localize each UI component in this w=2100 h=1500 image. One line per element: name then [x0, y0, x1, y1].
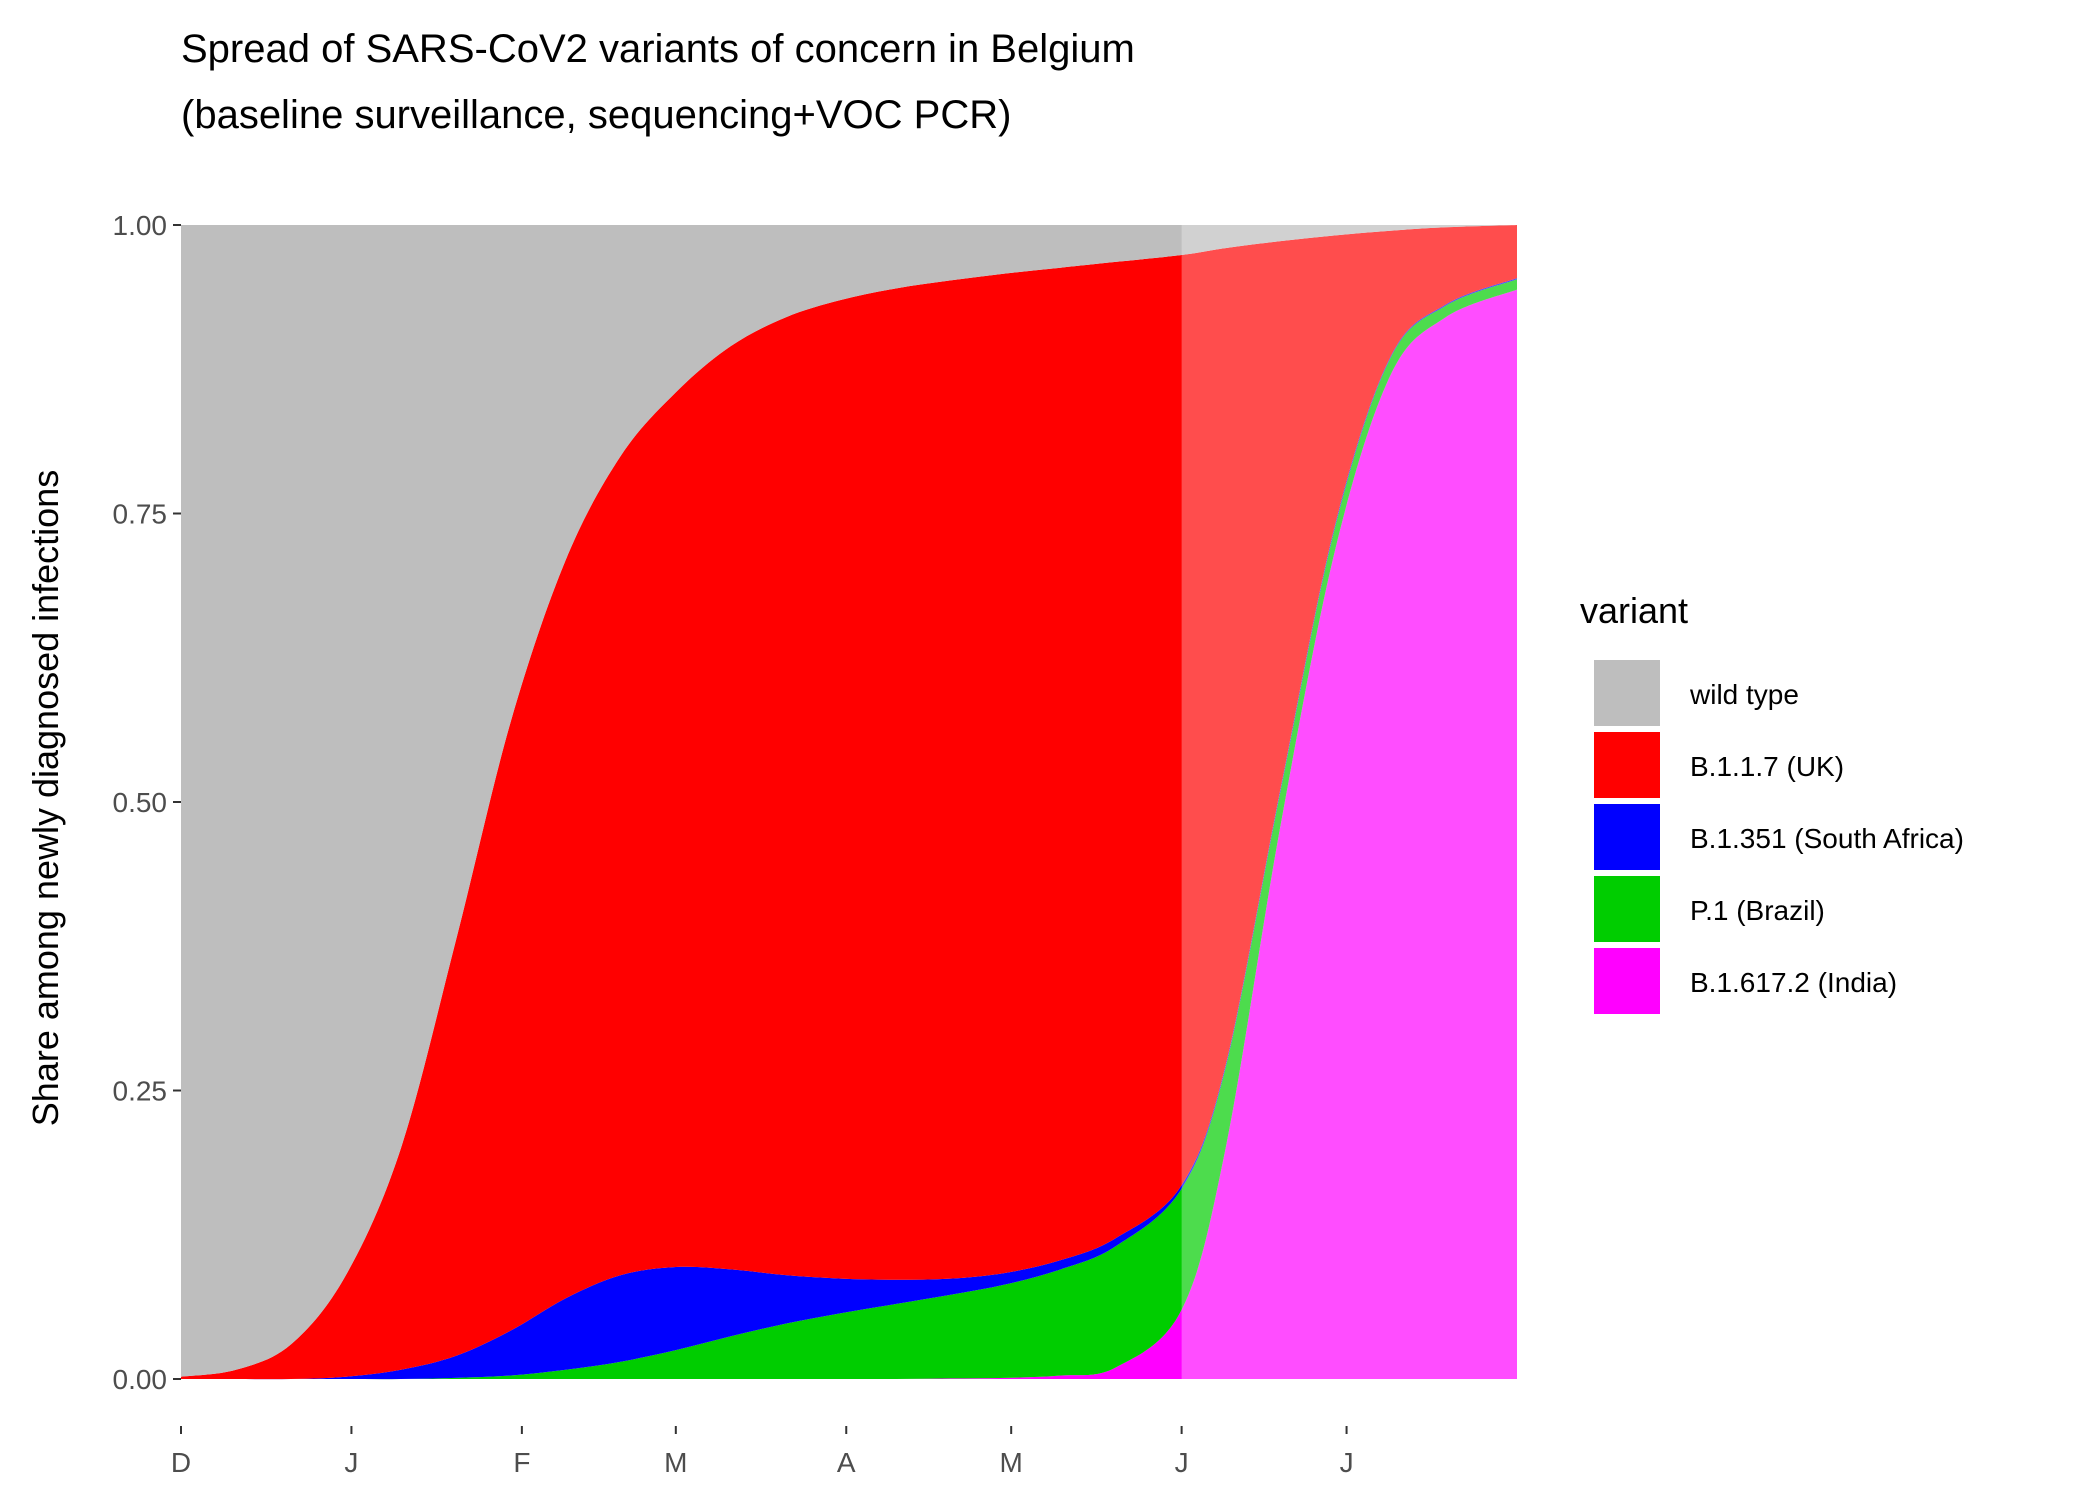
legend: variant wild type B.1.1.7 (UK) B.1.351 (So…	[1580, 590, 1964, 1014]
y-axis: 0.00 0.25 0.50 0.75 1.00	[113, 210, 181, 1395]
y-tick-label: 0.25	[113, 1076, 168, 1107]
area-series-b-1-617-2-india	[181, 289, 1517, 1380]
projection-overlay	[1181, 225, 1517, 1379]
x-tick-label: M	[664, 1447, 687, 1478]
legend-swatch-b-1-617-2-india	[1594, 948, 1660, 1014]
x-tick-label: M	[1000, 1447, 1023, 1478]
y-tick-label: 0.50	[113, 787, 168, 818]
area-series-p-1-brazil	[181, 279, 1517, 1380]
legend-title: variant	[1580, 590, 1688, 631]
legend-swatch-p-1-brazil	[1594, 876, 1660, 942]
legend-swatch-b-1-1-7-uk	[1594, 732, 1660, 798]
legend-label-wild-type: wild type	[1689, 679, 1799, 710]
y-tick-label: 1.00	[113, 210, 168, 241]
area-series-b-1-1-7-uk	[181, 225, 1517, 1380]
chart-subtitle: (baseline surveillance, sequencing+VOC P…	[181, 93, 1011, 137]
legend-swatch-wild-type	[1594, 660, 1660, 726]
legend-label-b-1-1-7-uk: B.1.1.7 (UK)	[1690, 751, 1844, 782]
x-tick-label: J	[1175, 1447, 1189, 1478]
x-tick-label: J	[344, 1447, 358, 1478]
x-tick-label: F	[513, 1447, 530, 1478]
y-tick-label: 0.00	[113, 1364, 168, 1395]
chart-title: Spread of SARS-CoV2 variants of concern …	[181, 27, 1135, 71]
legend-label-b-1-351-south-africa: B.1.351 (South Africa)	[1690, 823, 1964, 854]
x-tick-label: J	[1340, 1447, 1354, 1478]
plot-area	[181, 225, 1517, 1380]
area-series-wild-type	[181, 225, 1517, 1377]
legend-label-b-1-617-2-india: B.1.617.2 (India)	[1690, 967, 1897, 998]
legend-swatch-b-1-351-south-africa	[1594, 804, 1660, 870]
legend-label-p-1-brazil: P.1 (Brazil)	[1690, 895, 1825, 926]
y-axis-title: Share among newly diagnosed infections	[25, 470, 66, 1126]
x-tick-label: D	[171, 1447, 191, 1478]
x-tick-label: A	[837, 1447, 856, 1478]
y-tick-label: 0.75	[113, 499, 168, 530]
